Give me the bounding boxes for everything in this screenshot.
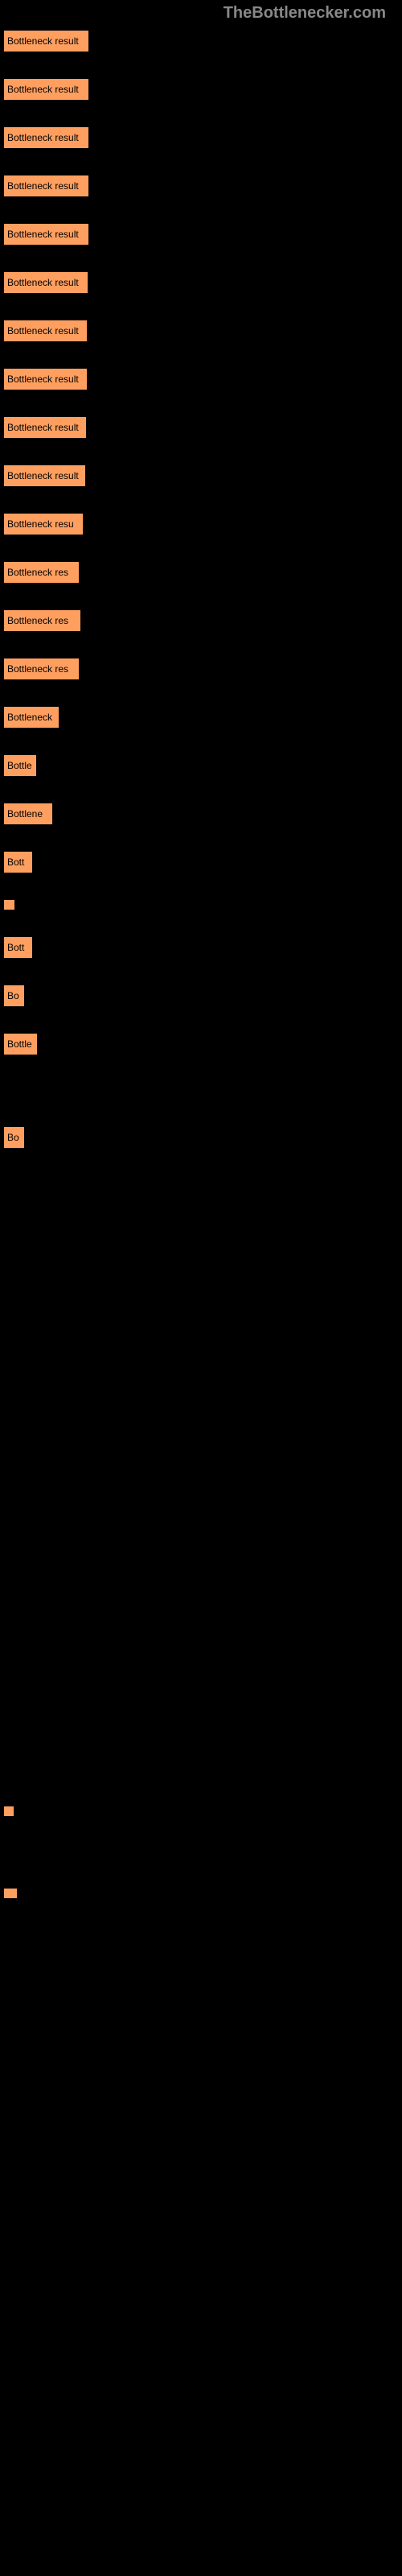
bar-row: Bottleneck result bbox=[4, 417, 398, 438]
bar-row bbox=[4, 1626, 398, 1644]
chart-bar: Bottleneck result bbox=[4, 224, 88, 245]
bar-row: Bottleneck res bbox=[4, 610, 398, 631]
bar-row: Bo bbox=[4, 1127, 398, 1148]
bar-row bbox=[4, 1843, 398, 1861]
chart-bar: Bottleneck result bbox=[4, 31, 88, 52]
chart-bar: Bottleneck result bbox=[4, 417, 86, 438]
bar-row: Bottleneck result bbox=[4, 31, 398, 52]
bar-row bbox=[4, 1761, 398, 1779]
chart-bar: Bottle bbox=[4, 755, 36, 776]
bar-row bbox=[4, 1401, 398, 1418]
bar-row bbox=[4, 1716, 398, 1734]
bar-row bbox=[4, 1311, 398, 1328]
bar-chart: Bottleneck result Bottleneck result Bottle… bbox=[0, 23, 402, 1934]
bar-row: Bottleneck result bbox=[4, 175, 398, 196]
bar-row: Bottleneck result bbox=[4, 127, 398, 148]
bar-row: Bottleneck resu bbox=[4, 514, 398, 535]
chart-bar: Bottleneck resu bbox=[4, 514, 83, 535]
bar-row: Bottlene bbox=[4, 803, 398, 824]
chart-bar: Bottleneck result bbox=[4, 320, 87, 341]
bar-row bbox=[4, 1889, 398, 1898]
bar-row: Bottleneck result bbox=[4, 224, 398, 245]
chart-bar: Bottleneck result bbox=[4, 465, 85, 486]
bar-row: Bott bbox=[4, 852, 398, 873]
bar-row: Bottleneck result bbox=[4, 79, 398, 100]
bar-row bbox=[4, 1581, 398, 1599]
bar-row bbox=[4, 1175, 398, 1193]
bar-row bbox=[4, 1806, 398, 1816]
bar-row bbox=[4, 1265, 398, 1283]
chart-bar: Bottleneck result bbox=[4, 175, 88, 196]
chart-bar: Bottleneck result bbox=[4, 79, 88, 100]
bar-row: Bottle bbox=[4, 755, 398, 776]
chart-bar: Bottleneck res bbox=[4, 610, 80, 631]
chart-bar: Bottleneck bbox=[4, 707, 59, 728]
bar-row bbox=[4, 900, 398, 910]
bar-row: Bottle bbox=[4, 1034, 398, 1055]
bar-row: Bottleneck res bbox=[4, 658, 398, 679]
bar-row: Bo bbox=[4, 985, 398, 1006]
chart-bar: Bo bbox=[4, 985, 24, 1006]
chart-bar: Bottle bbox=[4, 1034, 37, 1055]
chart-bar bbox=[4, 1806, 14, 1816]
bar-row bbox=[4, 1446, 398, 1463]
bar-row: Bottleneck bbox=[4, 707, 398, 728]
site-header: TheBottlenecker.com bbox=[0, 0, 402, 23]
bar-row bbox=[4, 1536, 398, 1554]
bar-row bbox=[4, 1671, 398, 1689]
bar-row bbox=[4, 1220, 398, 1238]
chart-bar: Bo bbox=[4, 1127, 24, 1148]
chart-bar: Bott bbox=[4, 852, 32, 873]
chart-bar bbox=[4, 900, 14, 910]
bar-row: Bottleneck result bbox=[4, 320, 398, 341]
bar-row bbox=[4, 1082, 398, 1100]
bar-row: Bottleneck result bbox=[4, 272, 398, 293]
bar-row: Bottleneck res bbox=[4, 562, 398, 583]
chart-bar: Bottleneck res bbox=[4, 658, 79, 679]
chart-bar: Bottleneck result bbox=[4, 272, 88, 293]
bar-row: Bottleneck result bbox=[4, 465, 398, 486]
bar-row bbox=[4, 1356, 398, 1373]
chart-bar: Bottleneck result bbox=[4, 369, 87, 390]
bar-row: Bott bbox=[4, 937, 398, 958]
bar-row bbox=[4, 1491, 398, 1509]
chart-bar bbox=[4, 1889, 17, 1898]
bar-row: Bottleneck result bbox=[4, 369, 398, 390]
chart-bar: Bottlene bbox=[4, 803, 52, 824]
chart-bar: Bott bbox=[4, 937, 32, 958]
chart-bar: Bottleneck res bbox=[4, 562, 79, 583]
chart-bar: Bottleneck result bbox=[4, 127, 88, 148]
